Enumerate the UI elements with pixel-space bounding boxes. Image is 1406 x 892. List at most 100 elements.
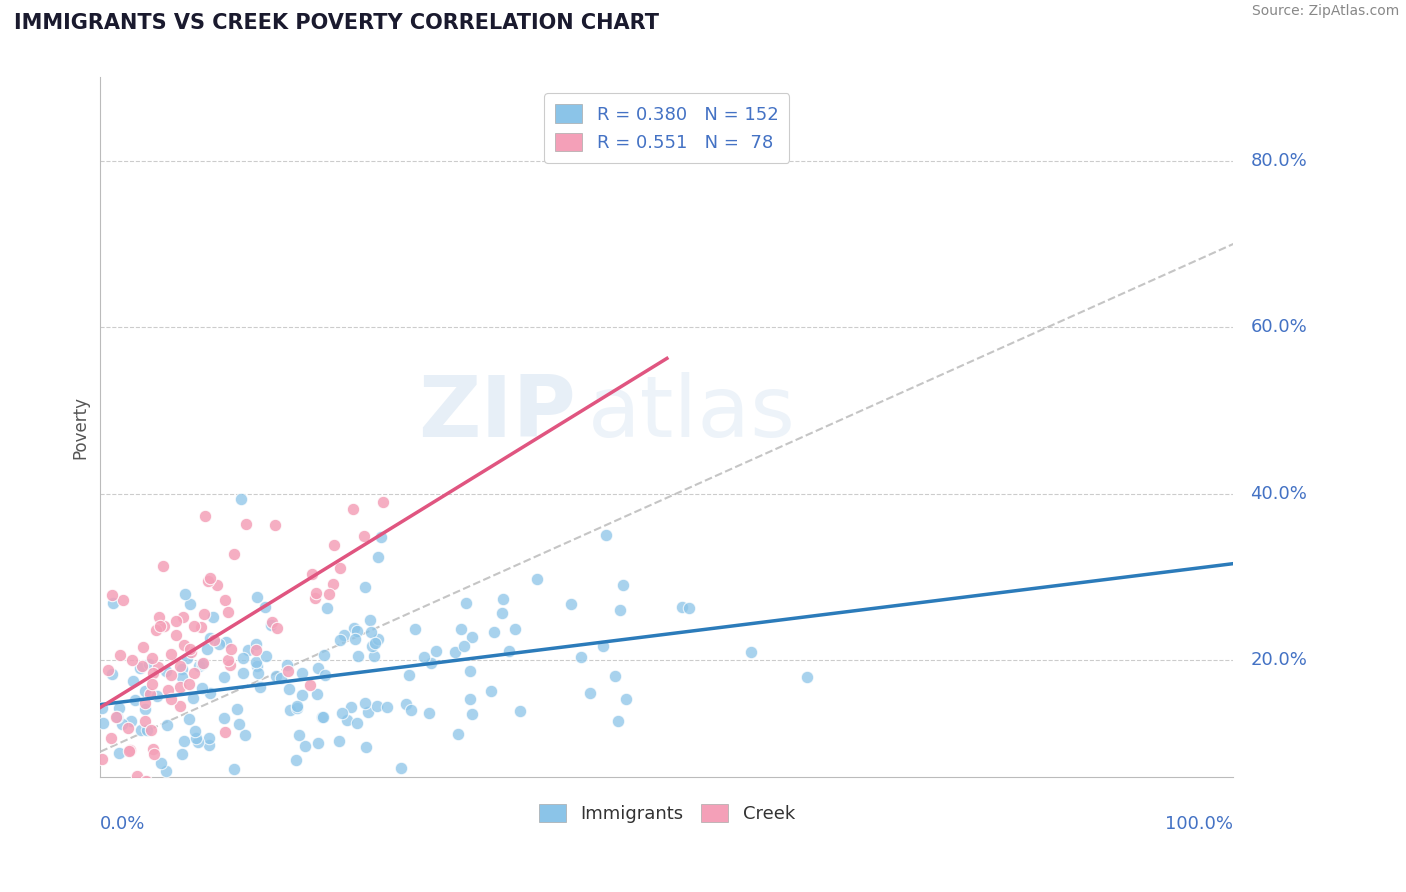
Text: ZIP: ZIP	[419, 372, 576, 455]
Point	[288, 728, 311, 742]
Point	[148, 610, 170, 624]
Point	[152, 559, 174, 574]
Point	[353, 580, 375, 594]
Point	[207, 637, 229, 651]
Text: 40.0%: 40.0%	[1250, 484, 1308, 502]
Text: 100.0%: 100.0%	[1166, 815, 1233, 833]
Point	[458, 664, 481, 678]
Point	[181, 691, 204, 706]
Point	[139, 723, 162, 737]
Point	[579, 686, 602, 700]
Point	[399, 703, 422, 717]
Text: 20.0%: 20.0%	[1250, 651, 1308, 669]
Point	[458, 692, 481, 706]
Point	[149, 619, 172, 633]
Point	[222, 547, 245, 561]
Point	[299, 678, 322, 692]
Point	[232, 665, 254, 680]
Point	[328, 734, 350, 748]
Point	[124, 693, 146, 707]
Point	[183, 619, 205, 633]
Point	[193, 508, 215, 523]
Point	[226, 702, 249, 716]
Point	[127, 769, 149, 783]
Point	[214, 592, 236, 607]
Point	[343, 622, 366, 636]
Point	[172, 670, 194, 684]
Point	[173, 638, 195, 652]
Point	[118, 744, 141, 758]
Point	[184, 724, 207, 739]
Point	[245, 637, 267, 651]
Point	[607, 714, 630, 728]
Point	[342, 501, 364, 516]
Point	[307, 736, 329, 750]
Point	[187, 659, 209, 673]
Point	[177, 712, 200, 726]
Point	[305, 585, 328, 599]
Point	[612, 578, 634, 592]
Point	[91, 700, 114, 714]
Point	[179, 597, 201, 611]
Point	[201, 609, 224, 624]
Point	[373, 495, 395, 509]
Point	[329, 632, 352, 647]
Point	[129, 661, 152, 675]
Point	[214, 725, 236, 739]
Point	[228, 716, 250, 731]
Point	[190, 620, 212, 634]
Point	[461, 707, 484, 722]
Point	[294, 739, 316, 754]
Point	[111, 593, 134, 607]
Point	[419, 656, 441, 670]
Point	[111, 717, 134, 731]
Point	[160, 648, 183, 662]
Point	[146, 689, 169, 703]
Point	[197, 739, 219, 753]
Point	[245, 659, 267, 673]
Point	[165, 628, 187, 642]
Point	[354, 739, 377, 754]
Point	[357, 706, 380, 720]
Point	[186, 731, 208, 745]
Point	[266, 621, 288, 635]
Point	[169, 658, 191, 673]
Point	[444, 645, 467, 659]
Point	[120, 742, 142, 756]
Point	[370, 530, 392, 544]
Point	[314, 668, 336, 682]
Point	[363, 648, 385, 663]
Point	[270, 671, 292, 685]
Point	[100, 731, 122, 746]
Point	[263, 517, 285, 532]
Point	[97, 663, 120, 677]
Point	[202, 633, 225, 648]
Point	[172, 609, 194, 624]
Point	[200, 686, 222, 700]
Point	[224, 762, 246, 776]
Point	[277, 664, 299, 678]
Point	[354, 696, 377, 710]
Point	[285, 699, 308, 714]
Point	[278, 703, 301, 717]
Point	[108, 701, 131, 715]
Point	[141, 651, 163, 665]
Point	[183, 666, 205, 681]
Point	[353, 529, 375, 543]
Point	[145, 623, 167, 637]
Point	[141, 742, 163, 756]
Point	[197, 574, 219, 588]
Point	[318, 587, 340, 601]
Point	[120, 714, 142, 728]
Point	[165, 615, 187, 629]
Text: Source: ZipAtlas.com: Source: ZipAtlas.com	[1251, 4, 1399, 19]
Point	[141, 677, 163, 691]
Point	[360, 624, 382, 639]
Point	[180, 645, 202, 659]
Point	[398, 667, 420, 681]
Point	[509, 704, 531, 718]
Point	[503, 622, 526, 636]
Point	[307, 661, 329, 675]
Point	[560, 597, 582, 611]
Point	[139, 688, 162, 702]
